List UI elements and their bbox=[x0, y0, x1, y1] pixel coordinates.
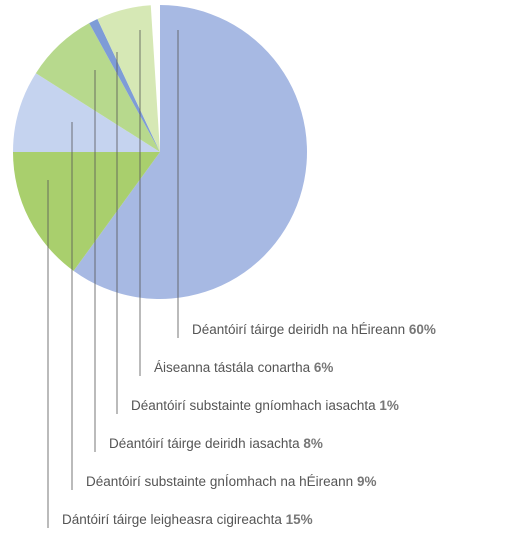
value-label: 6% bbox=[314, 360, 334, 375]
pie-slice bbox=[35, 23, 160, 152]
category-label: Déantóirí táirge deiridh na hÉireann bbox=[192, 322, 405, 337]
category-label: Déantóirí substainte gnÍomhach na hÉirea… bbox=[86, 474, 353, 489]
pie-slice bbox=[97, 5, 160, 153]
pie-slice bbox=[73, 5, 307, 299]
value-label: 9% bbox=[357, 474, 377, 489]
value-label: 8% bbox=[303, 436, 323, 451]
slice-label: Áiseanna tástála conartha 6% bbox=[154, 360, 333, 375]
pie-slice bbox=[89, 18, 160, 153]
category-label: Déantóirí táirge deiridh iasachta bbox=[109, 436, 300, 451]
value-label: 1% bbox=[379, 398, 399, 413]
category-label: Déantóirí substainte gníomhach iasachta bbox=[131, 398, 376, 413]
value-label: 60% bbox=[409, 322, 436, 337]
slice-label: Dántóirí táirge leigheasra cigireachta 1… bbox=[62, 512, 313, 527]
slice-label: Déantóirí substainte gnÍomhach na hÉirea… bbox=[86, 474, 376, 489]
slice-label: Déantóirí substainte gníomhach iasachta … bbox=[131, 398, 399, 413]
value-label: 15% bbox=[286, 512, 313, 527]
slice-label: Déantóirí táirge deiridh na hÉireann 60% bbox=[192, 322, 436, 337]
category-label: Áiseanna tástála conartha bbox=[154, 360, 311, 375]
pie-slice bbox=[13, 73, 160, 152]
category-label: Dántóirí táirge leigheasra cigireachta bbox=[62, 512, 282, 527]
pie-slice bbox=[13, 152, 160, 271]
slice-label: Déantóirí táirge deiridh iasachta 8% bbox=[109, 436, 323, 451]
